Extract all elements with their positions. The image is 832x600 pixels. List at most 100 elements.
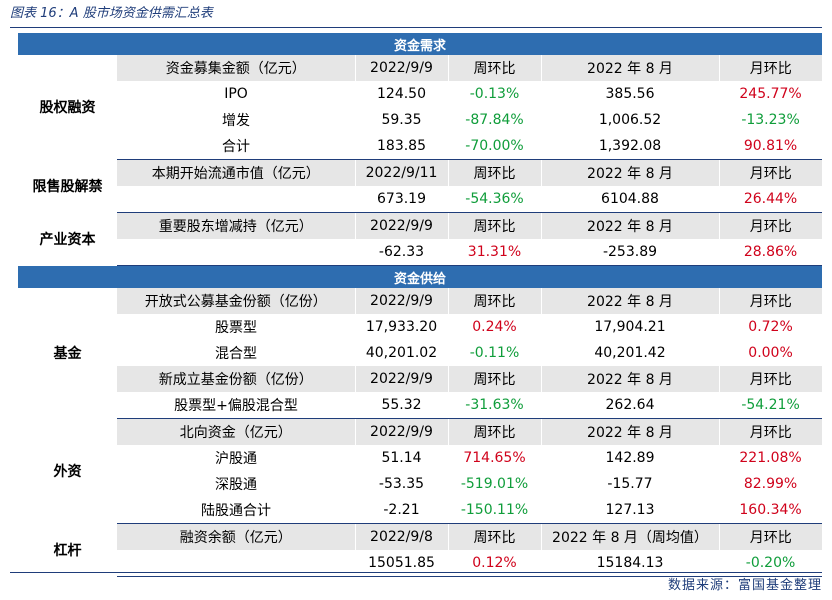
month-header: 2022 年 8 月	[541, 418, 720, 445]
wow-change: 714.65%	[463, 450, 526, 466]
table-row: IPO 124.50 -0.13% 385.56 245.77%	[18, 81, 822, 107]
metric-header: 北向资金（亿元）	[117, 418, 356, 445]
mom-header: 月环比	[719, 212, 823, 239]
metric-header: 重要股东增减持（亿元）	[117, 212, 356, 239]
metric-header: 融资余额（亿元）	[117, 523, 356, 550]
table-header-row: 限售股解禁 本期开始流通市值（亿元） 2022/9/11 周环比 2022 年 8 月月…	[18, 159, 823, 213]
table-header-row: 新成立基金份额（亿份） 2022/9/9 周环比 2022 年 8 月月环比	[18, 366, 823, 392]
group-label: 杠杆	[18, 523, 117, 577]
mom-change: 82.99%	[743, 476, 798, 492]
wow-header: 周环比	[448, 418, 542, 445]
row-name: 股票型	[215, 320, 257, 336]
wow-change: -70.00%	[448, 133, 541, 160]
wow-header: 周环比	[448, 366, 542, 392]
current-value: 51.14	[381, 450, 422, 466]
wow-header: 周环比	[448, 288, 542, 314]
mom-change: -13.23%	[741, 112, 800, 128]
mom-change: 0.00%	[748, 345, 793, 361]
row-name	[117, 239, 355, 266]
wow-change: -0.11%	[469, 345, 520, 361]
mom-change: 28.86%	[719, 239, 823, 266]
mom-header: 月环比	[719, 55, 823, 81]
table-row: 混合型 40,201.02 -0.11% 40,201.42 0.00%	[18, 340, 822, 366]
mom-change: 90.81%	[719, 133, 823, 160]
month-value: 142.89	[605, 450, 655, 466]
date-header: 2022/9/11	[355, 159, 449, 186]
table-header-row: 股权融资 资金募集金额（亿元） 2022/9/9 周环比 2022 年 8 月月环比	[18, 55, 823, 160]
current-value: 183.85	[355, 133, 448, 160]
row-name: 混合型	[215, 346, 257, 362]
section-title: 资金供给	[18, 265, 823, 288]
table-row: 陆股通合计 -2.21 -150.11% 127.13 160.34%	[18, 497, 823, 524]
month-value: 17,904.21	[594, 319, 666, 335]
table-header-row: 基金 开放式公募基金份额（亿份） 2022/9/9 周环比 2022 年 8 月月环比	[18, 288, 823, 419]
metric-header: 资金募集金额（亿元）	[117, 55, 356, 81]
table-row: 沪股通 51.14 714.65% 142.89 221.08%	[18, 445, 822, 471]
month-header: 2022 年 8 月	[541, 212, 720, 239]
row-name: 深股通	[215, 477, 257, 493]
row-name: IPO	[224, 86, 248, 102]
wow-change: -0.13%	[469, 86, 520, 102]
group-label: 外资	[18, 418, 117, 524]
table-header-row: 产业资本 重要股东增减持（亿元） 2022/9/9 周环比 2022 年 8 月月环比	[18, 212, 823, 266]
table-row: 深股通 -53.35 -519.01% -15.77 82.99%	[18, 471, 822, 497]
mom-change: 221.08%	[739, 450, 802, 466]
month-header: 2022 年 8 月	[541, 288, 720, 314]
mom-header: 月环比	[719, 523, 823, 550]
current-value: 40,201.02	[365, 345, 438, 361]
wow-change: -519.01%	[460, 476, 529, 492]
month-value: 1,392.08	[541, 133, 719, 160]
month-value: 127.13	[541, 497, 719, 524]
month-header: 2022 年 8 月	[541, 55, 720, 81]
wow-header: 周环比	[448, 523, 542, 550]
section-title: 资金需求	[18, 33, 823, 55]
row-name	[117, 186, 355, 213]
wow-header: 周环比	[448, 55, 542, 81]
mom-change: 26.44%	[719, 186, 823, 213]
mom-header: 月环比	[719, 366, 823, 392]
row-name: 沪股通	[215, 451, 257, 467]
wow-change: -54.36%	[448, 186, 541, 213]
month-value: 6104.88	[541, 186, 719, 213]
month-value: 40,201.42	[594, 345, 666, 361]
metric-header: 新成立基金份额（亿份）	[117, 366, 356, 392]
section-supply: 资金供给	[18, 265, 823, 288]
mom-change: 0.72%	[748, 319, 793, 335]
table-row: -62.33 31.31% -253.89 28.86%	[18, 239, 823, 266]
table-row: 合计 183.85 -70.00% 1,392.08 90.81%	[18, 133, 823, 160]
date-header: 2022/9/9	[355, 418, 449, 445]
mom-header: 月环比	[719, 288, 823, 314]
row-name: 陆股通合计	[117, 497, 355, 524]
date-header: 2022/9/9	[355, 55, 449, 81]
wow-header: 周环比	[448, 159, 542, 186]
wow-change: -31.63%	[448, 392, 541, 419]
current-value: -62.33	[355, 239, 448, 266]
group-label: 基金	[18, 288, 117, 419]
month-header: 2022 年 8 月	[541, 159, 720, 186]
date-header: 2022/9/8	[355, 523, 449, 550]
current-value: -53.35	[378, 476, 425, 492]
table-row: 股票型+偏股混合型 55.32 -31.63% 262.64 -54.21%	[18, 392, 823, 419]
group-label: 限售股解禁	[18, 159, 117, 213]
wow-header: 周环比	[448, 212, 542, 239]
date-header: 2022/9/9	[355, 212, 449, 239]
row-name: 增发	[222, 113, 250, 129]
month-value: -253.89	[541, 239, 719, 266]
mom-change: -54.21%	[719, 392, 823, 419]
date-header: 2022/9/9	[355, 366, 449, 392]
month-value: 262.64	[541, 392, 719, 419]
current-value: 59.35	[381, 112, 422, 128]
data-source: 数据来源：富国基金整理	[10, 572, 822, 598]
current-value: 17,933.20	[365, 319, 438, 335]
table-row: 股票型 17,933.20 0.24% 17,904.21 0.72%	[18, 314, 822, 340]
wow-change: -150.11%	[448, 497, 541, 524]
wow-change: -87.84%	[465, 112, 524, 128]
month-header: 2022 年 8 月（周均值）	[541, 523, 720, 550]
month-header: 2022 年 8 月	[541, 366, 720, 392]
current-value: 124.50	[377, 86, 426, 102]
section-demand: 资金需求	[18, 33, 823, 55]
table-row: 673.19 -54.36% 6104.88 26.44%	[18, 186, 823, 213]
figure-title: 图表 16：A 股市场资金供需汇总表	[10, 0, 822, 28]
row-name: 合计	[117, 133, 355, 160]
wow-change: 31.31%	[448, 239, 541, 266]
